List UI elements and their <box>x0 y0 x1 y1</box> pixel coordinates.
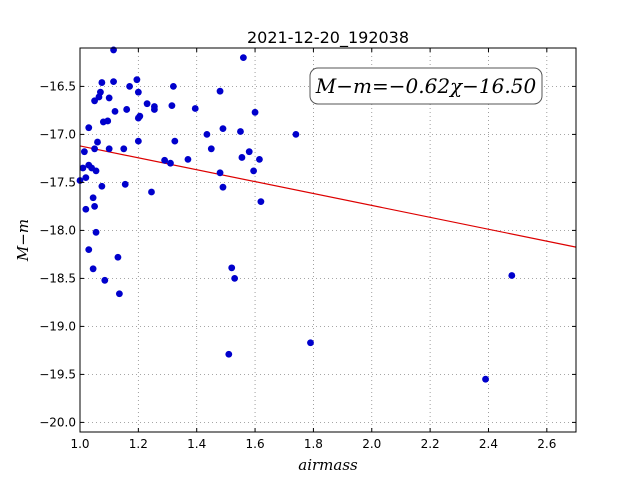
y-axis-label: M−m <box>14 219 32 262</box>
data-point <box>168 102 176 109</box>
data-point <box>167 159 174 167</box>
data-point <box>239 54 247 61</box>
data-point <box>82 174 90 182</box>
x-tick-label: 2.6 <box>537 437 556 451</box>
data-point <box>148 188 155 196</box>
data-point <box>256 155 263 163</box>
plot-frame <box>79 47 577 433</box>
data-point <box>228 264 236 272</box>
data-point <box>307 339 314 347</box>
data-point <box>161 156 169 164</box>
x-axis-label: airmass <box>298 456 358 474</box>
data-point <box>98 182 106 190</box>
data-point <box>134 88 142 96</box>
data-point <box>203 131 211 138</box>
data-point <box>89 194 97 202</box>
data-point <box>143 100 151 108</box>
x-tick-label: 2.2 <box>421 437 440 451</box>
data-point <box>250 167 257 175</box>
x-tick-label: 1.0 <box>70 437 89 451</box>
data-point <box>292 131 300 138</box>
fit-equation-box: M−m=−0.62χ−16.50 <box>309 67 543 105</box>
data-point <box>225 350 233 358</box>
data-point <box>133 76 141 84</box>
y-tick-label: −19.5 <box>39 367 76 381</box>
data-point <box>237 128 244 135</box>
data-point <box>80 148 88 156</box>
data-point <box>151 106 158 113</box>
data-point <box>238 154 246 161</box>
data-point <box>82 205 90 213</box>
data-point <box>123 106 131 113</box>
x-tick-label: 2.0 <box>362 437 381 451</box>
x-tick-label: 1.4 <box>187 437 206 451</box>
data-point <box>216 169 224 177</box>
fit-line-group <box>79 145 577 248</box>
y-tick-label: −17.5 <box>39 175 76 189</box>
data-point <box>120 145 128 153</box>
data-point <box>184 155 192 163</box>
data-point <box>136 112 144 120</box>
data-point <box>104 117 112 125</box>
data-point <box>482 375 489 383</box>
data-point <box>91 145 98 153</box>
y-tick-label: −18.0 <box>39 223 76 237</box>
data-point <box>216 87 224 95</box>
data-point <box>231 275 239 282</box>
data-point <box>219 125 227 133</box>
data-point <box>257 198 265 206</box>
x-tick-label: 1.6 <box>246 437 265 451</box>
chart-title: 2021-12-20_192038 <box>247 28 409 48</box>
data-points <box>76 46 516 383</box>
data-point <box>92 228 100 236</box>
y-tick-label: −16.5 <box>39 79 76 93</box>
x-tick-label: 1.8 <box>304 437 323 451</box>
fit-line <box>79 145 577 248</box>
data-point <box>134 137 142 145</box>
fit-equation-frame <box>309 67 543 105</box>
data-point <box>169 83 177 90</box>
data-point <box>115 290 123 298</box>
x-tick-label: 1.2 <box>129 437 148 451</box>
data-point <box>114 253 122 261</box>
data-point <box>91 97 98 105</box>
data-point <box>105 145 113 153</box>
data-point <box>111 107 119 115</box>
data-point <box>245 148 253 156</box>
data-point <box>105 94 113 102</box>
data-point <box>79 164 87 172</box>
data-point <box>91 203 98 210</box>
data-point <box>85 246 93 254</box>
data-point <box>94 138 101 146</box>
y-tick-label: −18.5 <box>39 271 76 285</box>
data-point <box>110 78 117 85</box>
y-tick-label: −17.0 <box>39 127 76 141</box>
data-point <box>126 83 133 90</box>
data-point <box>121 180 129 188</box>
data-point <box>85 124 93 132</box>
data-point <box>97 88 104 96</box>
data-point <box>92 167 100 175</box>
data-point <box>101 276 109 284</box>
data-point <box>171 137 179 145</box>
fit-equation-text: M−m=−0.62χ−16.50 <box>315 74 537 98</box>
y-tick-label: −20.0 <box>39 415 76 429</box>
data-point <box>89 265 97 273</box>
data-point <box>191 105 199 112</box>
data-point <box>508 272 516 279</box>
data-point <box>251 108 259 116</box>
data-point <box>207 145 215 153</box>
axis-ticks: 1.0 1.2 1.4 1.6 1.8 2.0 2.2 2.4 2.6 −16.5 −17.0 −17… <box>39 48 576 451</box>
x-tick-label: 2.4 <box>479 437 498 451</box>
data-point <box>219 183 227 191</box>
y-tick-label: −19.0 <box>39 319 76 333</box>
data-point <box>98 79 106 86</box>
